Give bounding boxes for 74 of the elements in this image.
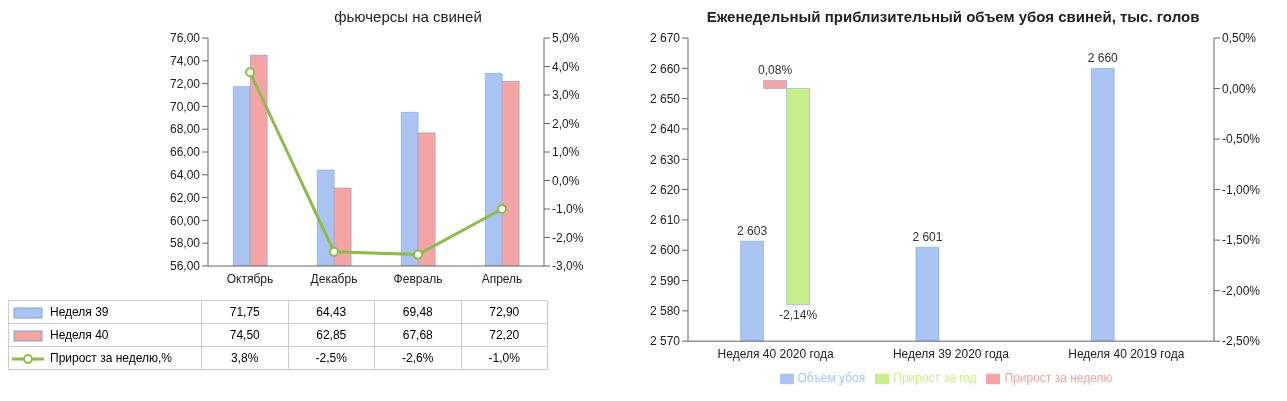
point [413, 249, 423, 260]
legend-label: Прирост за неделю,% [8, 346, 202, 370]
y-tick-label: 72,00 [169, 76, 201, 91]
data-label: -2,5% [288, 346, 375, 370]
y2-tick-label: 2,0% [552, 116, 580, 131]
data-label: 2 601 [912, 230, 943, 245]
y2-tick-label: 0,00% [1222, 81, 1257, 96]
y-tick-label: 62,00 [169, 190, 201, 205]
y-tick-label: 2 600 [649, 243, 681, 258]
y-tick-label: 2 610 [649, 213, 681, 228]
y-tick-label: 2 570 [649, 334, 681, 349]
x-tick-label: Октябрь [226, 271, 274, 286]
x-tick-label: Февраль [393, 271, 443, 286]
y2-tick-label: -3,0% [552, 259, 584, 274]
y2-tick-label: -0,50% [1222, 132, 1261, 147]
y2-tick-label: -2,0% [552, 230, 584, 245]
x-tick-label: Неделя 39 2020 года [892, 346, 1010, 361]
x-tick-label: Декабрь [310, 271, 358, 286]
data-label: 3,8% [201, 346, 288, 370]
data-label: 2 603 [737, 224, 768, 239]
data-label: 67,68 [374, 323, 461, 347]
y-tick-label: 56,00 [169, 259, 201, 274]
y2-tick-label: 4,0% [552, 59, 580, 74]
point [497, 204, 507, 214]
y2-tick-label: 1,0% [552, 145, 580, 160]
y2-tick-label: 0,50% [1222, 31, 1257, 46]
y-tick-label: 2 590 [649, 273, 681, 288]
data-label: 72,90 [461, 300, 548, 324]
data-label: -2,6% [374, 346, 461, 370]
y-tick-label: 74,00 [169, 54, 201, 69]
y2-tick-label: -1,50% [1222, 233, 1261, 248]
data-label: -1,0% [461, 346, 548, 370]
legend-label: Неделя 40 [8, 323, 202, 347]
y-tick-label: 2 660 [649, 61, 681, 76]
x-tick-label: Апрель [481, 271, 523, 286]
y-tick-label: 60,00 [169, 213, 201, 228]
data-label: 74,50 [201, 323, 288, 347]
y-tick-label: 64,00 [169, 168, 201, 183]
point [245, 67, 255, 78]
y2-tick-label: -2,50% [1222, 334, 1261, 349]
y2-tick-label: 3,0% [552, 88, 580, 103]
legend-label: Неделя 39 [8, 300, 202, 324]
y-tick-label: 70,00 [169, 99, 201, 114]
x-tick-label: Неделя 40 2020 года [717, 346, 835, 361]
data-label: 0,08% [758, 63, 793, 78]
chart-title: Еженедельный приблизительный объем убоя свиней, тыс. голов [705, 8, 1201, 27]
y-tick-label: 2 620 [649, 182, 681, 197]
data-label: 64,43 [288, 300, 375, 324]
y-tick-label: 2 670 [649, 31, 681, 46]
y2-tick-label: -2,00% [1222, 283, 1261, 298]
y-tick-label: 68,00 [169, 122, 201, 137]
data-label: 72,20 [461, 323, 548, 347]
data-label: 69,48 [374, 300, 461, 324]
y2-tick-label: -1,0% [552, 202, 584, 217]
data-label: -2,14% [779, 307, 818, 322]
y-tick-label: 2 640 [649, 122, 681, 137]
y-tick-label: 66,00 [169, 145, 201, 160]
y-tick-label: 2 580 [649, 304, 681, 319]
data-label: 71,75 [201, 300, 288, 324]
legend-label: Прирост за неделю [1004, 371, 1113, 386]
legend-label: Объем убоя [797, 371, 866, 386]
y2-tick-label: -1,00% [1222, 182, 1261, 197]
data-label: 62,85 [288, 323, 375, 347]
y-tick-label: 2 630 [649, 152, 681, 167]
legend-label: Прирост за год [893, 371, 977, 386]
x-tick-label: Неделя 40 2019 года [1068, 346, 1185, 361]
y-tick-label: 58,00 [169, 236, 201, 251]
data-label: 2 660 [1087, 51, 1119, 66]
y-tick-label: 2 650 [649, 91, 681, 106]
point [329, 246, 339, 257]
y2-tick-label: 0,0% [552, 173, 580, 188]
chart-title: фьючерсы на свиней [333, 8, 483, 27]
y-tick-label: 76,00 [169, 31, 201, 46]
y2-tick-label: 5,0% [552, 31, 580, 46]
